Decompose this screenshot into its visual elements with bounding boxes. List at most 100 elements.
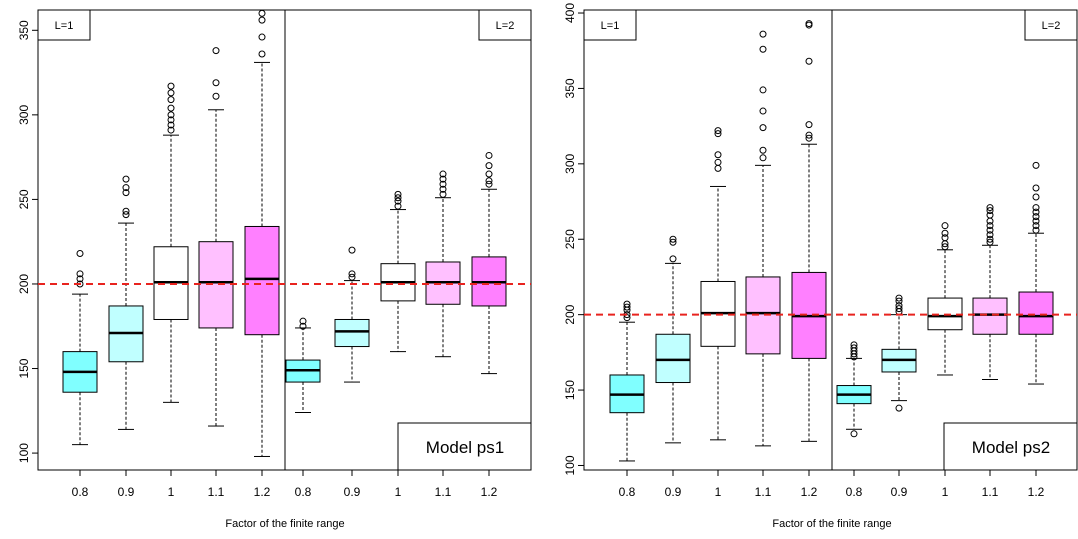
model-label-text: Model ps1 xyxy=(426,438,504,457)
x-tick-label: 0.9 xyxy=(118,485,135,499)
group-label-box xyxy=(478,9,532,41)
outlier-point xyxy=(669,255,677,263)
outlier-point xyxy=(986,238,994,246)
outlier-point xyxy=(76,250,84,258)
x-tick-label: 1 xyxy=(942,485,949,499)
group-label-box xyxy=(583,9,637,41)
outlier-point xyxy=(1032,217,1040,225)
box-1.1 xyxy=(972,297,1008,335)
x-tick-label: 1.1 xyxy=(435,485,452,499)
outlier-point xyxy=(76,270,84,278)
panel-model-ps2: Factor of the finite range 100 150 200 250 3… xyxy=(563,3,1078,530)
box-1.1 xyxy=(198,241,234,329)
outlier-point xyxy=(167,82,175,90)
outlier-point xyxy=(986,211,994,219)
outlier-point xyxy=(805,20,813,28)
outlier-point xyxy=(941,243,949,251)
outlier-point xyxy=(258,50,266,58)
outlier-point xyxy=(485,177,493,185)
outlier-point xyxy=(1032,184,1040,192)
x-tick-label: 0.8 xyxy=(846,485,863,499)
outlier-point xyxy=(122,211,130,219)
outlier-point xyxy=(669,235,677,243)
outlier-point xyxy=(167,116,175,124)
y-tick-label: 350 xyxy=(563,78,577,98)
outlier-point xyxy=(167,89,175,97)
group-label-text: L=2 xyxy=(1042,20,1061,32)
x-tick-label: 1 xyxy=(715,485,722,499)
group-label-L1: L=1 xyxy=(583,9,637,41)
outlier-point xyxy=(1032,222,1040,230)
outlier-point xyxy=(895,305,903,313)
outlier-point xyxy=(1032,208,1040,216)
outlier-point xyxy=(714,130,722,138)
plot-frame xyxy=(583,9,1078,471)
outlier-point xyxy=(439,175,447,183)
outlier-point xyxy=(485,162,493,170)
outlier-point xyxy=(714,127,722,135)
outlier-point xyxy=(759,86,767,94)
outlier-point xyxy=(805,134,813,142)
group-label-text: L=1 xyxy=(601,20,620,32)
outlier-point xyxy=(986,226,994,234)
outlier-point xyxy=(76,275,84,283)
outlier-point xyxy=(895,404,903,412)
group-label-box xyxy=(1024,9,1078,41)
outlier-point xyxy=(394,197,402,205)
outlier-point xyxy=(623,303,631,311)
group-label-L2: L=2 xyxy=(1024,9,1078,41)
outlier-point xyxy=(1032,161,1040,169)
box-1.1 xyxy=(745,276,781,355)
y-tick-label: 200 xyxy=(17,274,31,294)
outlier-point xyxy=(167,126,175,134)
y-tick-label: 350 xyxy=(17,20,31,40)
x-tick-label: 1.2 xyxy=(1028,485,1045,499)
x-tick-label: 0.8 xyxy=(295,485,312,499)
outlier-point xyxy=(759,45,767,53)
outlier-point xyxy=(212,79,220,87)
outlier-point xyxy=(258,9,266,17)
outlier-point xyxy=(850,430,858,438)
outlier-point xyxy=(759,154,767,162)
outlier-point xyxy=(805,131,813,139)
x-tick-label: 0.9 xyxy=(891,485,908,499)
outlier-point xyxy=(122,207,130,215)
outlier-point xyxy=(1032,226,1040,234)
x-tick-label: 0.9 xyxy=(665,485,682,499)
outlier-point xyxy=(167,96,175,104)
outlier-point xyxy=(299,322,307,330)
outlier-point xyxy=(895,294,903,302)
outlier-point xyxy=(986,207,994,215)
outlier-point xyxy=(850,344,858,352)
group-label-L1: L=1 xyxy=(37,9,91,41)
y-tick-label: 400 xyxy=(563,3,577,23)
y-tick-label: 250 xyxy=(563,229,577,249)
x-axis-label: Factor of the finite range xyxy=(225,518,344,530)
box-0.9 xyxy=(655,333,691,384)
outlier-point xyxy=(895,297,903,305)
outlier-point xyxy=(941,234,949,242)
y-tick-label: 250 xyxy=(17,189,31,209)
outlier-point xyxy=(348,246,356,254)
group-label-L2: L=2 xyxy=(478,9,532,41)
outlier-point xyxy=(167,104,175,112)
x-tick-label: 1 xyxy=(395,485,402,499)
outlier-point xyxy=(394,194,402,202)
outlier-point xyxy=(485,170,493,178)
outlier-point xyxy=(348,273,356,281)
outlier-point xyxy=(1032,213,1040,221)
model-label: Model ps2 xyxy=(943,422,1078,471)
outlier-point xyxy=(850,341,858,349)
outlier-point xyxy=(439,180,447,188)
outlier-point xyxy=(212,92,220,100)
box-0.9 xyxy=(334,318,370,348)
outlier-point xyxy=(122,175,130,183)
x-tick-label: 0.9 xyxy=(344,485,361,499)
outlier-point xyxy=(805,121,813,129)
outlier-point xyxy=(167,121,175,129)
outlier-point xyxy=(759,124,767,132)
outlier-point xyxy=(122,189,130,197)
outlier-point xyxy=(258,33,266,41)
y-tick-label: 300 xyxy=(563,154,577,174)
